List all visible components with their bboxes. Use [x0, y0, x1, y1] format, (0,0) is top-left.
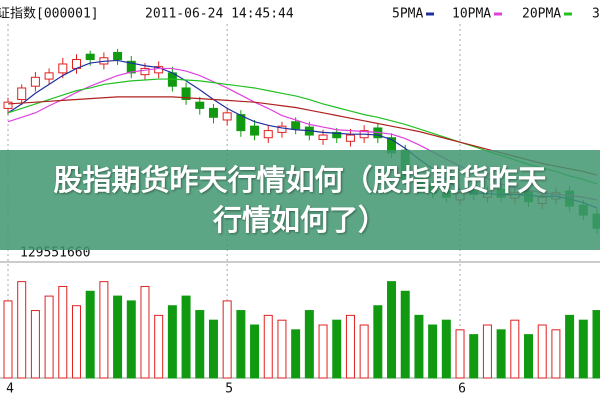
- legend-label: 10PMA: [452, 7, 491, 22]
- candle-body: [195, 101, 205, 109]
- volume-bar: [496, 329, 506, 379]
- x-tick-label: 4: [6, 382, 14, 397]
- candle-body: [58, 63, 68, 74]
- candle-body: [113, 51, 123, 61]
- volume-bar: [154, 314, 164, 379]
- volume-bar: [195, 310, 205, 379]
- volume-bar: [414, 314, 424, 379]
- volume-bar: [387, 281, 397, 379]
- chart-subtitle: 2011-06-24 14:45:44: [145, 7, 294, 22]
- volume-bar: [277, 319, 287, 379]
- volume-bar: [428, 324, 438, 379]
- volume-bar: [99, 281, 109, 379]
- volume-bar: [441, 319, 451, 379]
- volume-bar: [332, 319, 342, 379]
- volume-bar: [250, 324, 260, 379]
- volume-bar: [345, 314, 355, 379]
- candle-body: [332, 131, 342, 139]
- candle-body: [30, 76, 40, 87]
- volume-bar: [304, 310, 314, 379]
- volume-bar: [126, 300, 136, 379]
- candle-body: [85, 53, 95, 61]
- legend-label: 5PMA: [392, 7, 423, 22]
- x-tick-label: 5: [225, 382, 233, 397]
- volume-bar: [3, 300, 13, 379]
- volume-bar: [181, 295, 191, 379]
- candle-body: [291, 121, 301, 130]
- banner-text: 股指期货昨天行情如何（股指期货昨天行情如何了）: [53, 163, 547, 237]
- banner: 股指期货昨天行情如何（股指期货昨天行情如何了）: [0, 150, 600, 250]
- candle-body: [345, 134, 355, 142]
- volume-bar: [222, 300, 232, 379]
- volume-bar: [58, 285, 68, 379]
- legend-label: 20PMA: [522, 7, 561, 22]
- volume-bar: [44, 295, 54, 379]
- candle-body: [44, 72, 54, 80]
- volume-bar: [592, 310, 600, 379]
- volume-bar: [30, 310, 40, 379]
- candle-body: [318, 134, 328, 141]
- volume-bar: [537, 324, 547, 379]
- x-tick-label: 6: [458, 382, 466, 397]
- volume-bar: [71, 305, 81, 379]
- candle-body: [208, 107, 218, 118]
- chart-title: 证指数[000001]: [0, 7, 99, 22]
- volume-bar: [208, 319, 218, 379]
- volume-bar: [455, 329, 465, 379]
- volume-bar: [524, 334, 534, 379]
- candle-body: [140, 67, 150, 76]
- volume-bar: [373, 305, 383, 379]
- volume-bar: [17, 281, 27, 379]
- legend-label: 3: [592, 7, 600, 22]
- volume-bar: [85, 290, 95, 379]
- volume-bar: [469, 334, 479, 379]
- volume-bar: [551, 329, 561, 379]
- candle-body: [126, 60, 136, 74]
- candle-body: [181, 87, 191, 101]
- volume-bar: [359, 324, 369, 379]
- volume-bar: [167, 305, 177, 379]
- candle-body: [277, 125, 287, 133]
- volume-bar: [400, 290, 410, 379]
- volume-bar: [263, 314, 273, 379]
- volume-bar: [291, 329, 301, 379]
- volume-bar: [578, 319, 588, 379]
- candle-body: [250, 125, 260, 136]
- volume-bar: [318, 324, 328, 379]
- volume-bar: [113, 295, 123, 379]
- volume-bar: [565, 314, 575, 379]
- volume-bar: [482, 324, 492, 379]
- candle-body: [236, 114, 246, 132]
- candle-body: [154, 66, 164, 74]
- candle-body: [222, 112, 232, 121]
- candle-body: [17, 87, 27, 101]
- volume-bar: [140, 285, 150, 379]
- candle-body: [3, 101, 13, 109]
- candle-body: [263, 130, 273, 139]
- volume-bar: [510, 319, 520, 379]
- volume-bar: [236, 310, 246, 379]
